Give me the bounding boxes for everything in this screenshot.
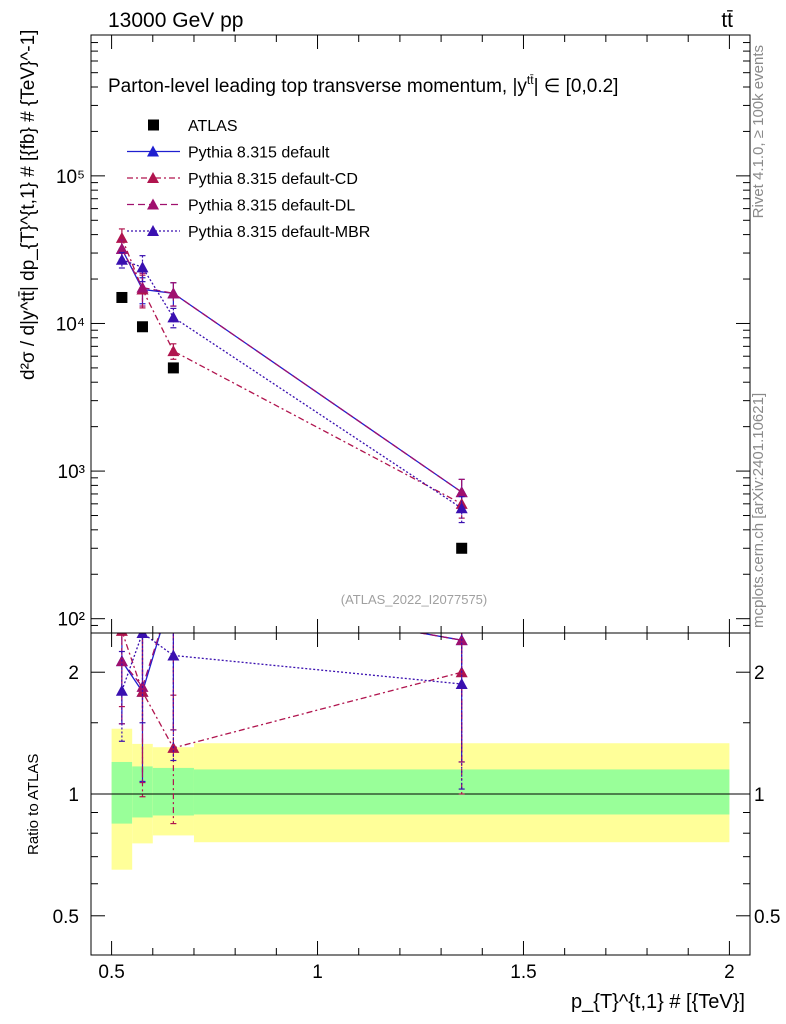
chart-title: Parton-level leading top transverse mome… <box>108 73 618 97</box>
ratio-bands-layer <box>91 728 750 870</box>
legend-marker-atlas <box>148 119 159 131</box>
x-tick-label: 1.5 <box>510 962 536 983</box>
main-line-pythia-8-315-default-dl <box>121 248 463 493</box>
main-panel: 10² 10³ 10⁴ 10⁵ Parton-level leading top tr… <box>18 30 751 634</box>
ratio-x-ticks: 0.5 1 1.5 2 <box>98 633 735 983</box>
main-y-tick-label: 10² <box>58 610 85 631</box>
legend-label: Pythia 8.315 default <box>188 145 330 162</box>
main-line-pythia-8-315-default-cd <box>121 237 462 505</box>
main-point-pythia-8-315-default-dl <box>115 242 128 254</box>
legend-label: Pythia 8.315 default-CD <box>188 171 358 188</box>
ratio-panel: 0.5 0.5 1 1 2 2 0.5 1 1.5 2 Ratio to ATLAS p_{T}… <box>25 584 781 1013</box>
analysis-watermark: (ATLAS_2022_I2077575) <box>341 592 487 607</box>
ratio-band-inner <box>193 769 730 815</box>
main-y-tick-label: 10⁵ <box>56 167 85 188</box>
ratio-band-inner <box>132 766 153 818</box>
atlas-data-point <box>167 362 179 374</box>
ratio-y-axis-label: Ratio to ATLAS <box>25 754 42 855</box>
ratio-line-pythia-8-315-default <box>121 633 462 694</box>
main-point-pythia-8-315-default-mbr <box>455 502 468 514</box>
main-point-pythia-8-315-default-mbr <box>115 253 128 265</box>
ratio-y-tick-label-right: 1 <box>754 785 765 806</box>
atlas-data-point <box>456 542 468 554</box>
main-point-pythia-8-315-default-cd <box>167 345 180 357</box>
main-point-pythia-8-315-default-dl <box>136 281 149 293</box>
legend-label: Pythia 8.315 default-MBR <box>188 224 370 241</box>
ratio-point-pythia-8-315-default <box>167 584 179 595</box>
main-y-tick-label: 10⁴ <box>56 314 85 335</box>
ratio-band-inner <box>111 761 133 824</box>
ratio-line-pythia-8-315-default-cd <box>121 633 462 749</box>
main-y-axis-label: d²σ / d|y^tt̄| dp_{T}^{t,1} # [{fb} # {T… <box>18 30 39 380</box>
ratio-series-clip <box>115 584 468 825</box>
x-axis-label: p_{T}^{t,1} # [{TeV}] <box>571 991 745 1013</box>
main-point-pythia-8-315-default-dl <box>455 486 468 498</box>
ratio-y-tick-label: 0.5 <box>53 907 79 928</box>
ratio-y-ticks: 0.5 0.5 1 1 2 2 <box>53 663 781 928</box>
main-series-clip <box>115 228 468 524</box>
x-tick-label: 0.5 <box>98 962 124 983</box>
main-series-layer <box>115 228 468 524</box>
ratio-point-pythia-8-315-default-mbr <box>167 649 180 661</box>
main-y-ticks: 10² 10³ 10⁴ 10⁵ <box>56 42 750 631</box>
x-tick-label: 2 <box>724 962 735 983</box>
rivet-label: Rivet 4.1.0, ≥ 100k events <box>750 45 767 218</box>
main-y-tick-label: 10³ <box>58 462 85 483</box>
legend-marker <box>147 172 159 183</box>
atlas-data-point <box>116 291 128 303</box>
ratio-y-tick-label: 2 <box>68 663 79 684</box>
energy-label: 13000 GeV pp <box>108 9 243 32</box>
legend-marker <box>147 225 159 236</box>
ratio-point-pythia-8-315-default-mbr <box>136 633 149 638</box>
main-point-pythia-8-315-default-dl <box>167 287 180 299</box>
ratio-line-pythia-8-315-default-dl <box>121 633 462 689</box>
legend: ATLAS Pythia 8.315 default Pythia 8.315 de… <box>127 118 370 241</box>
legend-marker <box>147 198 159 210</box>
main-point-pythia-8-315-default-mbr <box>136 261 149 273</box>
main-x-ticks <box>111 35 730 633</box>
legend-label: Pythia 8.315 default-DL <box>188 198 355 215</box>
ratio-y-tick-label-right: 0.5 <box>754 907 780 928</box>
legend-label: ATLAS <box>188 118 238 135</box>
atlas-data-layer <box>116 291 468 554</box>
ratio-series-layer <box>115 584 468 825</box>
main-line-pythia-8-315-default-mbr <box>121 259 463 509</box>
mcplots-label: mcplots.cern.ch [arXiv:2401.10621] <box>750 393 767 628</box>
atlas-data-point <box>136 321 148 333</box>
ratio-point-pythia-8-315-default-dl <box>167 584 179 595</box>
x-tick-label: 1 <box>312 962 323 983</box>
process-label: tt̄ <box>721 9 733 32</box>
main-point-pythia-8-315-default-mbr <box>167 311 180 323</box>
legend-marker <box>147 145 159 157</box>
ratio-line-pythia-8-315-default-mbr <box>121 633 462 691</box>
ratio-y-tick-label: 1 <box>68 785 79 806</box>
ratio-y-tick-label-right: 2 <box>754 663 765 684</box>
ratio-point-pythia-8-315-default-cd <box>115 633 128 636</box>
ratio-point-pythia-8-315-default-mbr <box>455 678 468 690</box>
ratio-point-pythia-8-315-default-mbr <box>115 684 128 696</box>
